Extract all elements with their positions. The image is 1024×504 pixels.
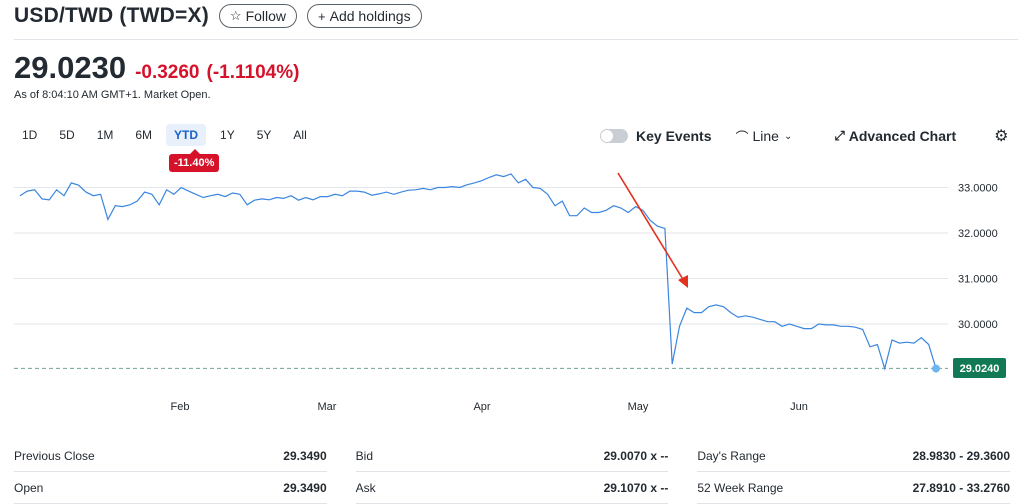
expand-icon: ⤢	[834, 128, 845, 143]
y-tick-label: 30.0000	[958, 319, 998, 331]
stat-item: 52 Week Range 27.8910 - 33.2760	[697, 472, 1011, 504]
y-tick-label: 31.0000	[958, 274, 998, 286]
advanced-chart-label: Advanced Chart	[848, 128, 957, 144]
as-of-timestamp: As of 8:04:10 AM GMT+1. Market Open.	[14, 89, 211, 101]
quote-statistics: Previous Close 29.3490 Bid 29.0070 x -- Day'…	[14, 440, 1011, 504]
x-tick-label: Feb	[171, 401, 190, 413]
ytd-change-badge: -11.40%	[169, 149, 220, 172]
stat-value: 29.3490	[283, 448, 327, 463]
x-tick-label: Mar	[318, 401, 337, 413]
stat-value: 29.0070 x --	[603, 448, 669, 463]
range-tabs: 1D 5D 1M 6M YTD 1Y 5Y All	[14, 124, 321, 146]
range-tab-1d[interactable]: 1D	[22, 128, 38, 142]
stats-row: Open 29.3490 Ask 29.1070 x -- 52 Week Range 2…	[14, 472, 1011, 504]
follow-button[interactable]: ☆ Follow	[218, 4, 298, 28]
stats-row: Previous Close 29.3490 Bid 29.0070 x -- Day'…	[14, 440, 1011, 472]
range-tab-6m[interactable]: 6M	[135, 128, 153, 142]
stat-value: 29.1070 x --	[603, 480, 669, 495]
y-tick-label: 32.0000	[958, 228, 998, 240]
stat-label: Open	[14, 480, 44, 495]
stat-item: Open 29.3490	[14, 472, 327, 504]
last-price-dot	[932, 364, 940, 373]
ticker-title: USD/TWD (TWD=X)	[14, 4, 209, 27]
price-change-percent: (-1.1104%)	[206, 62, 300, 83]
range-tab-1m[interactable]: 1M	[96, 128, 114, 142]
x-tick-label: May	[628, 401, 649, 413]
stat-label: 52 Week Range	[697, 480, 784, 495]
settings-button[interactable]: ⚙	[994, 126, 1008, 146]
chart-toolbar: Key Events ⌒ Line ⌄ ⤢ Advanced Chart ⚙	[600, 126, 1008, 146]
stat-item: Ask 29.1070 x --	[355, 472, 669, 504]
plus-icon: +	[318, 8, 326, 24]
y-axis-ticks: 33.0000 32.0000 31.0000 30.0000	[958, 183, 998, 332]
quote-header: USD/TWD (TWD=X) ☆ Follow + Add holdings	[14, 4, 422, 28]
range-tab-5d[interactable]: 5D	[59, 128, 75, 142]
line-type-label: Line	[752, 128, 779, 144]
line-type-dropdown[interactable]: ⌒ Line ⌄	[735, 127, 792, 146]
stat-item: Previous Close 29.3490	[14, 440, 327, 472]
stat-label: Bid	[355, 448, 374, 463]
follow-label: Follow	[245, 8, 287, 24]
range-tab-ytd[interactable]: YTD	[166, 124, 207, 146]
last-price-tag: 29.0240	[953, 358, 1006, 378]
stat-item: Bid 29.0070 x --	[355, 440, 669, 472]
key-events-label: Key Events	[636, 128, 712, 144]
x-axis-ticks: Feb Mar Apr May Jun	[171, 401, 808, 413]
stat-value: 29.3490	[283, 480, 327, 495]
x-tick-label: Apr	[473, 401, 490, 413]
gear-icon: ⚙	[994, 128, 1009, 145]
price-line	[19, 173, 937, 371]
chevron-down-icon: ⌄	[783, 130, 793, 142]
stat-label: Day's Range	[697, 448, 766, 463]
star-icon: ☆	[229, 8, 242, 23]
stat-label: Previous Close	[14, 448, 95, 463]
x-tick-label: Jun	[790, 401, 808, 413]
stat-value: 27.8910 - 33.2760	[912, 480, 1011, 495]
key-events-toggle[interactable]	[600, 129, 628, 143]
quote-price-block: 29.0230 -0.3260 (-1.1104%)	[14, 50, 299, 86]
y-tick-label: 33.0000	[958, 183, 998, 195]
header-divider	[14, 39, 1018, 40]
line-chart-icon: ⌒	[735, 129, 749, 145]
add-holdings-button[interactable]: + Add holdings	[307, 4, 422, 28]
annotation-arrow	[617, 172, 688, 288]
chart-grid	[14, 187, 948, 325]
price-chart[interactable]: 33.0000 32.0000 31.0000 30.0000 Feb Mar Apr Ma…	[0, 0, 1024, 430]
last-price-label: 29.0240	[960, 363, 1000, 375]
current-price: 29.0230	[14, 50, 127, 85]
range-tab-1y[interactable]: 1Y	[220, 128, 235, 142]
advanced-chart-button[interactable]: ⤢ Advanced Chart	[834, 128, 956, 144]
stat-item: Day's Range 28.9830 - 29.3600	[697, 440, 1011, 472]
range-tab-5y[interactable]: 5Y	[256, 128, 272, 142]
range-tab-all[interactable]: All	[293, 128, 307, 142]
stat-label: Ask	[355, 480, 376, 495]
stat-value: 28.9830 - 29.3600	[912, 448, 1011, 463]
add-holdings-label: Add holdings	[329, 8, 411, 24]
price-change: -0.3260	[135, 62, 200, 83]
